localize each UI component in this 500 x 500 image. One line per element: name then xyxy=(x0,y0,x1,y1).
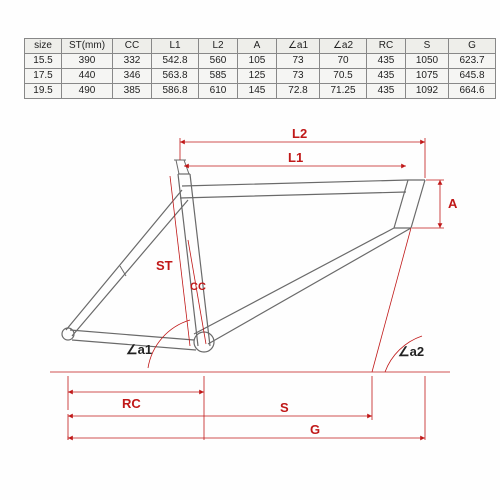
table-row: 17.5440346563.85851257370.54351075645.8 xyxy=(25,69,496,84)
table-cell: 105 xyxy=(238,54,277,69)
label-l1: L1 xyxy=(288,150,303,165)
col-header: L1 xyxy=(152,39,199,54)
geometry-spec-table: size ST(mm) CC L1 L2 A ∠a1 ∠a2 RC S G 15… xyxy=(24,38,496,99)
table-row: 19.5490385586.861014572.871.254351092664… xyxy=(25,84,496,99)
table-cell: 623.7 xyxy=(449,54,496,69)
table-cell: 1075 xyxy=(406,69,449,84)
table-cell: 72.8 xyxy=(277,84,320,99)
table-header-row: size ST(mm) CC L1 L2 A ∠a1 ∠a2 RC S G xyxy=(25,39,496,54)
label-g: G xyxy=(310,422,320,437)
col-header: L2 xyxy=(199,39,238,54)
table-cell: 73 xyxy=(277,54,320,69)
table-cell: 563.8 xyxy=(152,69,199,84)
col-header: ∠a2 xyxy=(320,39,367,54)
col-header: RC xyxy=(367,39,406,54)
col-header: ST(mm) xyxy=(62,39,113,54)
table-cell: 645.8 xyxy=(449,69,496,84)
table-cell: 435 xyxy=(367,69,406,84)
label-s: S xyxy=(280,400,289,415)
table-cell: 17.5 xyxy=(25,69,62,84)
table-cell: 145 xyxy=(238,84,277,99)
table-cell: 585 xyxy=(199,69,238,84)
frame-geometry-diagram: L2 L1 A ST CC ∠a1 ∠a2 RC S G xyxy=(30,120,470,450)
table-cell: 332 xyxy=(113,54,152,69)
table-cell: 346 xyxy=(113,69,152,84)
table-row: 15.5390332542.856010573704351050623.7 xyxy=(25,54,496,69)
label-st: ST xyxy=(156,258,173,273)
table-cell: 440 xyxy=(62,69,113,84)
dimension-labels: L2 L1 A ST CC ∠a1 ∠a2 RC S G xyxy=(122,126,458,437)
table-cell: 19.5 xyxy=(25,84,62,99)
table-cell: 70.5 xyxy=(320,69,367,84)
label-a: A xyxy=(448,196,458,211)
col-header: CC xyxy=(113,39,152,54)
table-cell: 610 xyxy=(199,84,238,99)
col-header: A xyxy=(238,39,277,54)
label-rc: RC xyxy=(122,396,141,411)
table-cell: 73 xyxy=(277,69,320,84)
label-a1: ∠a1 xyxy=(126,342,152,357)
label-cc: CC xyxy=(190,281,206,293)
table-cell: 664.6 xyxy=(449,84,496,99)
label-l2: L2 xyxy=(292,126,307,141)
table-cell: 560 xyxy=(199,54,238,69)
label-a2: ∠a2 xyxy=(398,344,424,359)
table-cell: 1050 xyxy=(406,54,449,69)
dimension-lines xyxy=(50,138,450,440)
col-header: G xyxy=(449,39,496,54)
col-header: size xyxy=(25,39,62,54)
table-cell: 125 xyxy=(238,69,277,84)
table-cell: 71.25 xyxy=(320,84,367,99)
table-cell: 435 xyxy=(367,54,406,69)
table-cell: 586.8 xyxy=(152,84,199,99)
table-cell: 490 xyxy=(62,84,113,99)
table-cell: 542.8 xyxy=(152,54,199,69)
col-header: ∠a1 xyxy=(277,39,320,54)
table-cell: 15.5 xyxy=(25,54,62,69)
table-cell: 435 xyxy=(367,84,406,99)
frame-outline xyxy=(62,160,425,352)
table-cell: 385 xyxy=(113,84,152,99)
col-header: S xyxy=(406,39,449,54)
table-cell: 70 xyxy=(320,54,367,69)
table-cell: 390 xyxy=(62,54,113,69)
table-cell: 1092 xyxy=(406,84,449,99)
